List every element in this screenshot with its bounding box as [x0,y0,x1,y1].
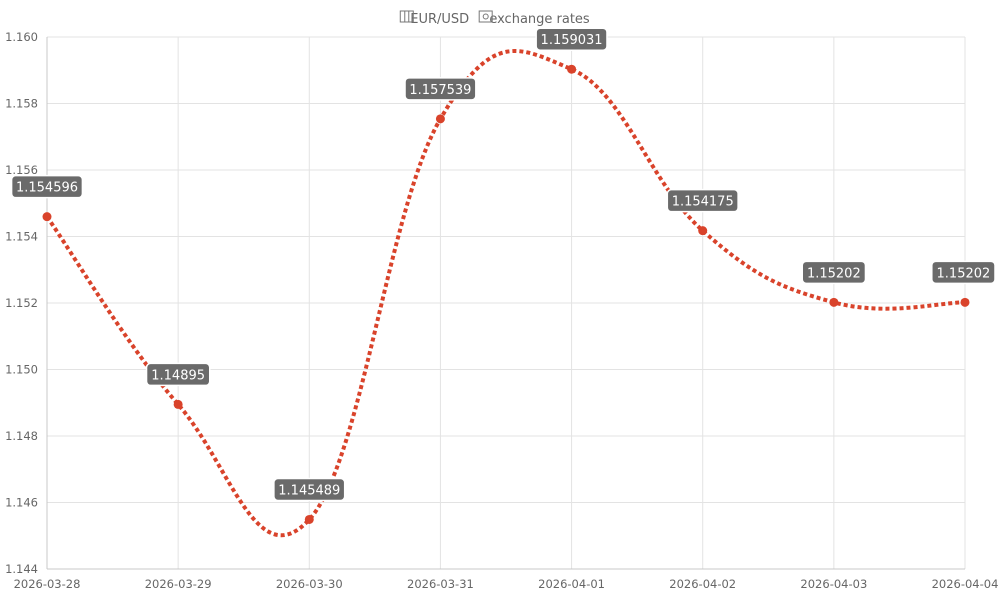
data-label-box [273,477,346,502]
title-text-part: exchange rates [485,12,590,27]
y-tick-label: 1.154 [5,230,38,244]
y-tick-label: 1.144 [5,562,38,576]
data-label-box [10,174,84,199]
y-tick-label: 1.152 [5,296,38,310]
chart-title: EUR/USD exchange rates [410,12,590,27]
dollar-bill-icon [478,10,493,23]
map-icon [399,10,414,23]
x-tick-label: 2026-04-02 [669,577,736,591]
data-point [698,226,708,236]
data-point [960,297,970,307]
data-label-box [145,362,211,387]
data-label: 1.154596 [16,181,78,196]
series-line [45,49,966,538]
x-tick-label: 2026-03-28 [14,577,81,591]
data-label: 1.157539 [409,83,471,98]
data-point [173,399,183,409]
data-label: 1.159031 [541,33,603,48]
x-tick-label: 2026-03-29 [145,577,212,591]
title-text-part: EUR/USD [410,12,469,27]
y-tick-label: 1.148 [5,429,38,443]
y-tick-label: 1.146 [5,496,38,510]
data-point [435,114,445,124]
x-tick-label: 2026-04-04 [932,577,999,591]
grid [46,36,966,570]
data-label-box [666,188,739,213]
data-label: 1.14895 [151,368,205,383]
y-tick-label: 1.158 [5,97,38,111]
y-tick-label: 1.156 [5,163,38,177]
data-point [304,514,314,524]
x-tick-label: 2026-04-01 [538,577,605,591]
x-tick-label: 2026-03-31 [407,577,474,591]
data-label: 1.15202 [807,266,861,281]
x-tick-label: 2026-03-30 [276,577,343,591]
y-tick-label: 1.160 [5,30,38,44]
x-tick-label: 2026-04-03 [800,577,867,591]
data-label: 1.154175 [672,195,734,210]
data-label-box [931,260,996,285]
data-label-box [535,27,608,51]
data-label-box [801,260,867,285]
axes: 1.144 1.146 1.148 1.150 1.152 1.154 1.156 1.158… [5,30,998,591]
data-point [567,64,577,74]
data-labels: 1.154596 1.14895 1.145489 1.157539 1.159031 1… [10,27,996,502]
y-tick-label: 1.150 [5,363,38,377]
data-label: 1.145489 [278,483,340,498]
data-label-box [404,77,477,101]
data-point [42,212,52,222]
series [42,49,970,538]
data-point [829,297,839,307]
data-label: 1.15202 [937,266,991,281]
